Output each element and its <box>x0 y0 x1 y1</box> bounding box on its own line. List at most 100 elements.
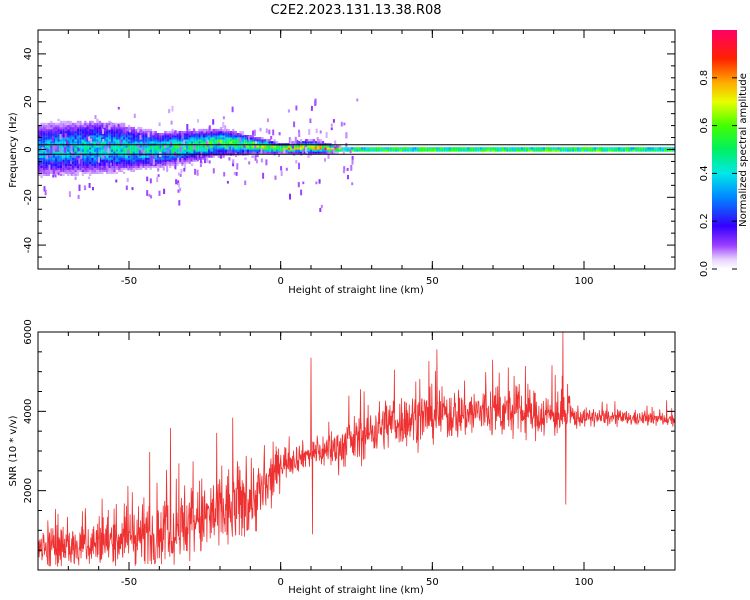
heatmap-cell <box>445 147 449 150</box>
y-tick-label: 40 <box>23 48 34 61</box>
heatmap-cell <box>50 131 53 134</box>
heatmap-cell <box>474 147 478 150</box>
heatmap-cell <box>183 149 186 152</box>
heatmap-cell <box>550 147 553 150</box>
heatmap-cell <box>338 147 342 150</box>
heatmap-cell <box>144 159 148 162</box>
heatmap-cell <box>321 151 325 154</box>
heatmap-cell <box>47 141 51 144</box>
heatmap-cell <box>76 124 80 128</box>
heatmap-cell <box>105 139 109 142</box>
heatmap-cell <box>385 147 388 150</box>
heatmap-cell <box>169 161 172 164</box>
heatmap-cell <box>47 126 51 130</box>
heatmap-cell <box>295 105 298 111</box>
heatmap-cell <box>40 155 43 158</box>
heatmap-cell <box>79 124 82 128</box>
heatmap-cell <box>64 163 68 166</box>
heatmap-cell <box>109 162 112 166</box>
heatmap-cell <box>98 128 102 132</box>
heatmap-cell <box>105 122 109 126</box>
x-tick-label: -50 <box>121 577 137 588</box>
heatmap-cell <box>232 137 235 140</box>
heatmap-cell <box>249 135 252 138</box>
heatmap-cell <box>610 147 614 150</box>
heatmap-cell <box>210 141 213 144</box>
heatmap-cell <box>156 155 160 158</box>
heatmap-cell <box>64 126 68 130</box>
heatmap-cell <box>142 128 145 132</box>
heatmap-cell <box>45 126 48 130</box>
heatmap-cell <box>137 137 140 140</box>
heatmap-cell <box>180 168 183 174</box>
heatmap-cell <box>567 147 570 150</box>
heatmap-cell <box>178 159 182 162</box>
heatmap-cell <box>113 131 116 134</box>
heatmap-cell <box>70 169 73 176</box>
heatmap-cell <box>340 121 343 127</box>
heatmap-cell <box>419 149 422 152</box>
heatmap-cell <box>120 155 123 158</box>
heatmap-cell <box>183 133 186 136</box>
heatmap-cell <box>260 158 263 163</box>
heatmap-cell <box>334 140 337 147</box>
heatmap-cell <box>220 131 223 134</box>
heatmap-cell <box>139 139 143 142</box>
heatmap-cell <box>55 157 58 160</box>
heatmap-cell <box>278 132 281 136</box>
heatmap-cell <box>210 149 213 152</box>
heatmap-cell <box>132 161 135 164</box>
heatmap-cell <box>154 141 157 144</box>
heatmap-cell <box>62 163 65 166</box>
heatmap-cell <box>280 145 284 148</box>
heatmap-cell <box>198 149 201 152</box>
heatmap-cell <box>164 159 167 162</box>
heatmap-cell <box>198 155 201 158</box>
heatmap-cell <box>195 151 199 154</box>
heatmap-cell <box>113 126 116 130</box>
heatmap-cell <box>154 151 157 154</box>
heatmap-cell <box>212 155 216 158</box>
heatmap-cell <box>181 149 184 152</box>
heatmap-cell <box>91 147 94 150</box>
heatmap-cell <box>271 145 274 148</box>
heatmap-cell <box>115 126 119 130</box>
heatmap-cell <box>132 131 135 134</box>
heatmap-cell <box>309 118 312 124</box>
heatmap-cell <box>251 137 254 140</box>
heatmap-cell <box>246 147 250 150</box>
heatmap-cell <box>528 147 531 150</box>
heatmap-cell <box>97 157 100 163</box>
heatmap-cell <box>520 149 524 152</box>
heatmap-cell <box>59 122 63 126</box>
heatmap-cell <box>210 131 213 134</box>
heatmap-cell <box>55 141 58 144</box>
heatmap-cell <box>120 141 123 144</box>
heatmap-cell <box>64 159 68 162</box>
heatmap-cell <box>666 147 669 150</box>
heatmap-cell <box>52 157 55 160</box>
heatmap-cell <box>108 163 111 166</box>
heatmap-cell <box>217 155 220 158</box>
heatmap-cell <box>67 131 70 134</box>
heatmap-cell <box>138 150 141 157</box>
heatmap-cell <box>227 149 230 152</box>
heatmap-cell <box>72 124 75 128</box>
heatmap-cell <box>96 122 99 126</box>
heatmap-cell <box>96 145 99 148</box>
heatmap-cell <box>38 167 41 170</box>
heatmap-cell <box>130 157 133 160</box>
heatmap-cell <box>110 135 114 138</box>
heatmap-cell <box>127 133 131 136</box>
heatmap-cell <box>42 169 46 172</box>
heatmap-cell <box>144 163 148 166</box>
heatmap-cell <box>76 137 80 140</box>
heatmap-cell <box>79 135 82 138</box>
heatmap-cell <box>203 139 206 142</box>
heatmap-cell <box>190 135 194 138</box>
heatmap-cell <box>484 147 487 150</box>
heatmap-cell <box>83 185 86 189</box>
heatmap-cell <box>229 131 233 134</box>
